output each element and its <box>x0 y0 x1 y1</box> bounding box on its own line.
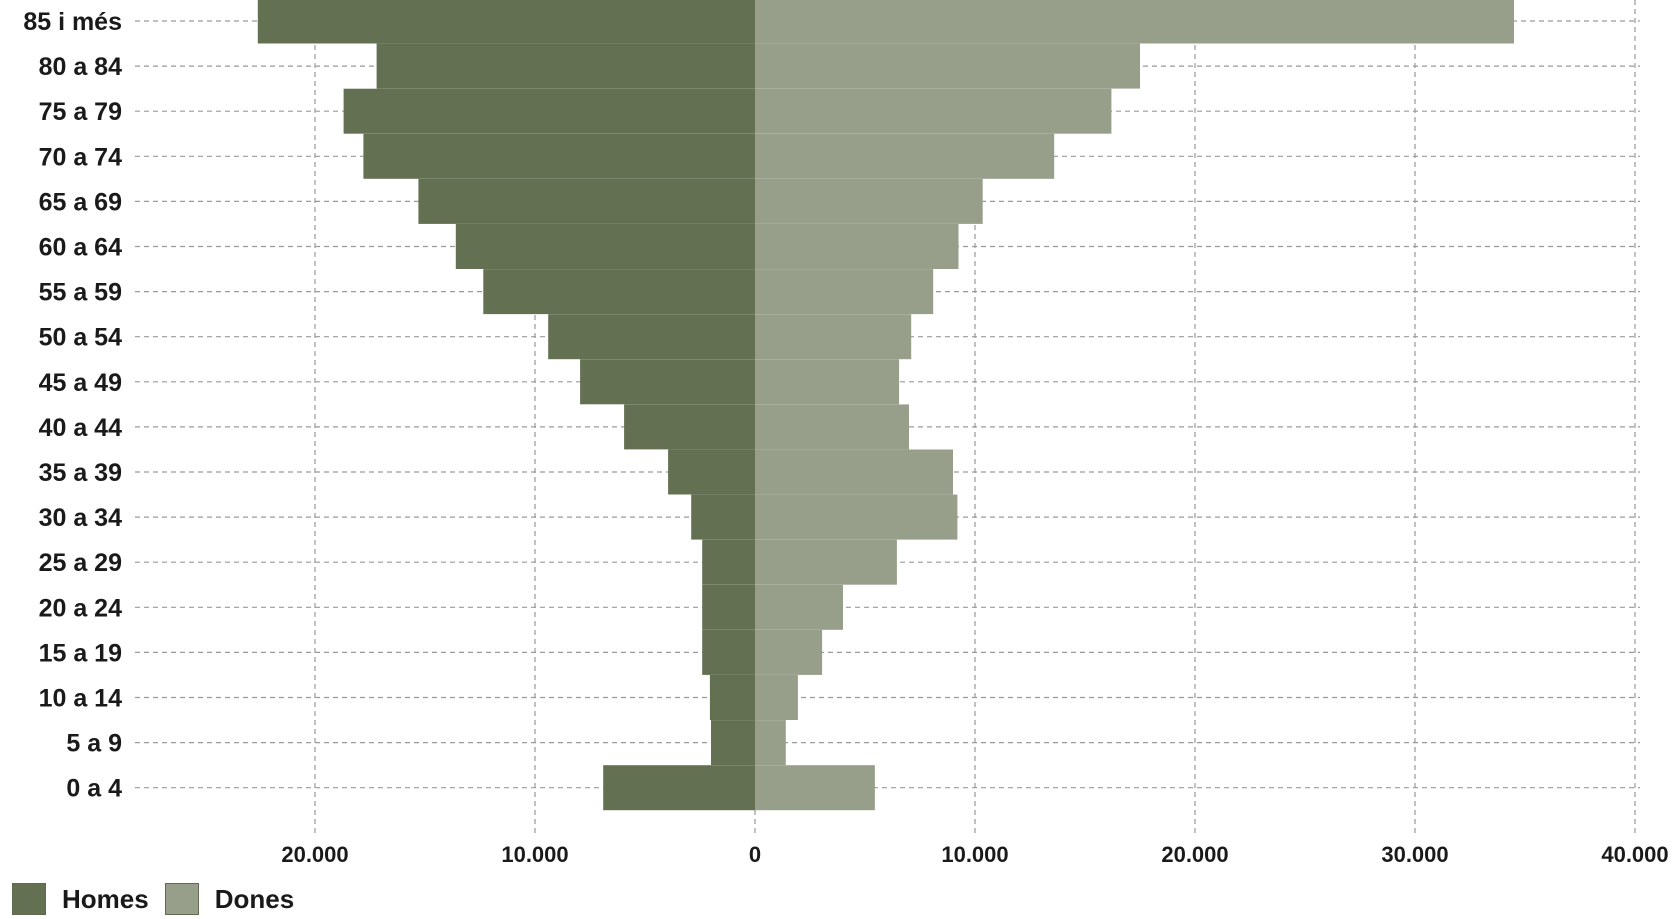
bar-dones[interactable] <box>755 539 897 585</box>
y-tick-label: 25 a 29 <box>39 549 122 577</box>
bar-dones[interactable] <box>755 88 1112 134</box>
bar-dones[interactable] <box>755 404 909 450</box>
x-tick-label: 20.000 <box>1161 842 1228 867</box>
legend-swatch-dones <box>164 883 199 915</box>
y-tick-label: 85 i més <box>23 8 122 36</box>
y-tick-label: 70 a 74 <box>39 143 123 171</box>
bar-dones[interactable] <box>755 494 958 540</box>
bar-dones[interactable] <box>755 359 900 405</box>
bar-homes[interactable] <box>363 133 755 179</box>
bar-dones[interactable] <box>755 584 843 630</box>
x-axis-labels: 20.000 10.000 0 10.000 20.000 30.000 40.000 <box>281 842 1668 867</box>
bar-dones[interactable] <box>755 314 912 360</box>
y-tick-label: 0 a 4 <box>66 775 122 803</box>
bar-homes[interactable] <box>624 404 755 450</box>
bar-dones[interactable] <box>755 269 934 315</box>
x-tick-label: 40.000 <box>1601 842 1668 867</box>
y-tick-label: 45 a 49 <box>39 369 122 397</box>
bar-homes[interactable] <box>483 269 755 315</box>
x-tick-label: 20.000 <box>281 842 348 867</box>
y-tick-label: 40 a 44 <box>39 414 123 442</box>
y-tick-label: 75 a 79 <box>39 98 122 126</box>
bar-homes[interactable] <box>257 0 755 44</box>
legend-item-dones[interactable]: Dones <box>164 883 295 915</box>
bar-dones[interactable] <box>755 675 798 720</box>
legend-swatch-homes <box>12 883 46 915</box>
bars-layer <box>257 0 1514 811</box>
y-tick-label: 65 a 69 <box>39 188 122 216</box>
bar-dones[interactable] <box>755 133 1055 179</box>
y-tick-label: 30 a 34 <box>39 504 123 532</box>
legend-label-dones: Dones <box>214 883 295 914</box>
bar-dones[interactable] <box>755 43 1140 89</box>
bar-homes[interactable] <box>603 765 755 811</box>
x-tick-label: 10.000 <box>501 842 568 867</box>
legend-label-homes: Homes <box>62 883 149 914</box>
grid-layer <box>135 0 1640 835</box>
bar-homes[interactable] <box>709 675 755 720</box>
bar-homes[interactable] <box>691 494 755 540</box>
y-tick-label: 35 a 39 <box>39 459 122 487</box>
bar-homes[interactable] <box>702 629 755 675</box>
bar-homes[interactable] <box>343 88 755 134</box>
y-tick-label: 50 a 54 <box>39 324 123 352</box>
bar-dones[interactable] <box>755 0 1514 44</box>
x-tick-label: 10.000 <box>941 842 1008 867</box>
x-tick-label: 30.000 <box>1381 842 1448 867</box>
legend: Homes Dones <box>12 883 310 915</box>
bar-homes[interactable] <box>702 584 755 630</box>
bar-homes[interactable] <box>711 720 755 766</box>
bar-homes[interactable] <box>580 359 755 405</box>
bar-dones[interactable] <box>755 720 786 766</box>
y-tick-label: 10 a 14 <box>39 685 123 713</box>
y-tick-label: 60 a 64 <box>39 234 123 262</box>
y-tick-label: 20 a 24 <box>39 594 123 622</box>
bar-homes[interactable] <box>376 43 755 89</box>
bar-dones[interactable] <box>755 449 953 495</box>
legend-item-homes[interactable]: Homes <box>12 883 149 915</box>
bar-dones[interactable] <box>755 765 875 811</box>
x-tick-label: 0 <box>749 842 761 867</box>
bar-homes[interactable] <box>418 178 755 224</box>
y-tick-label: 55 a 59 <box>39 279 122 307</box>
bar-homes[interactable] <box>668 449 755 495</box>
bar-homes[interactable] <box>702 539 755 585</box>
bar-homes[interactable] <box>548 314 755 360</box>
bar-dones[interactable] <box>755 224 959 269</box>
y-tick-label: 80 a 84 <box>39 53 123 81</box>
y-axis-labels: 0 a 4 5 a 9 10 a 14 15 a 19 20 a 24 25 a 29 30… <box>23 8 122 803</box>
bar-homes[interactable] <box>455 224 755 269</box>
bar-dones[interactable] <box>755 629 823 675</box>
y-tick-label: 5 a 9 <box>66 730 122 758</box>
y-tick-label: 15 a 19 <box>39 639 122 667</box>
bar-dones[interactable] <box>755 178 983 224</box>
